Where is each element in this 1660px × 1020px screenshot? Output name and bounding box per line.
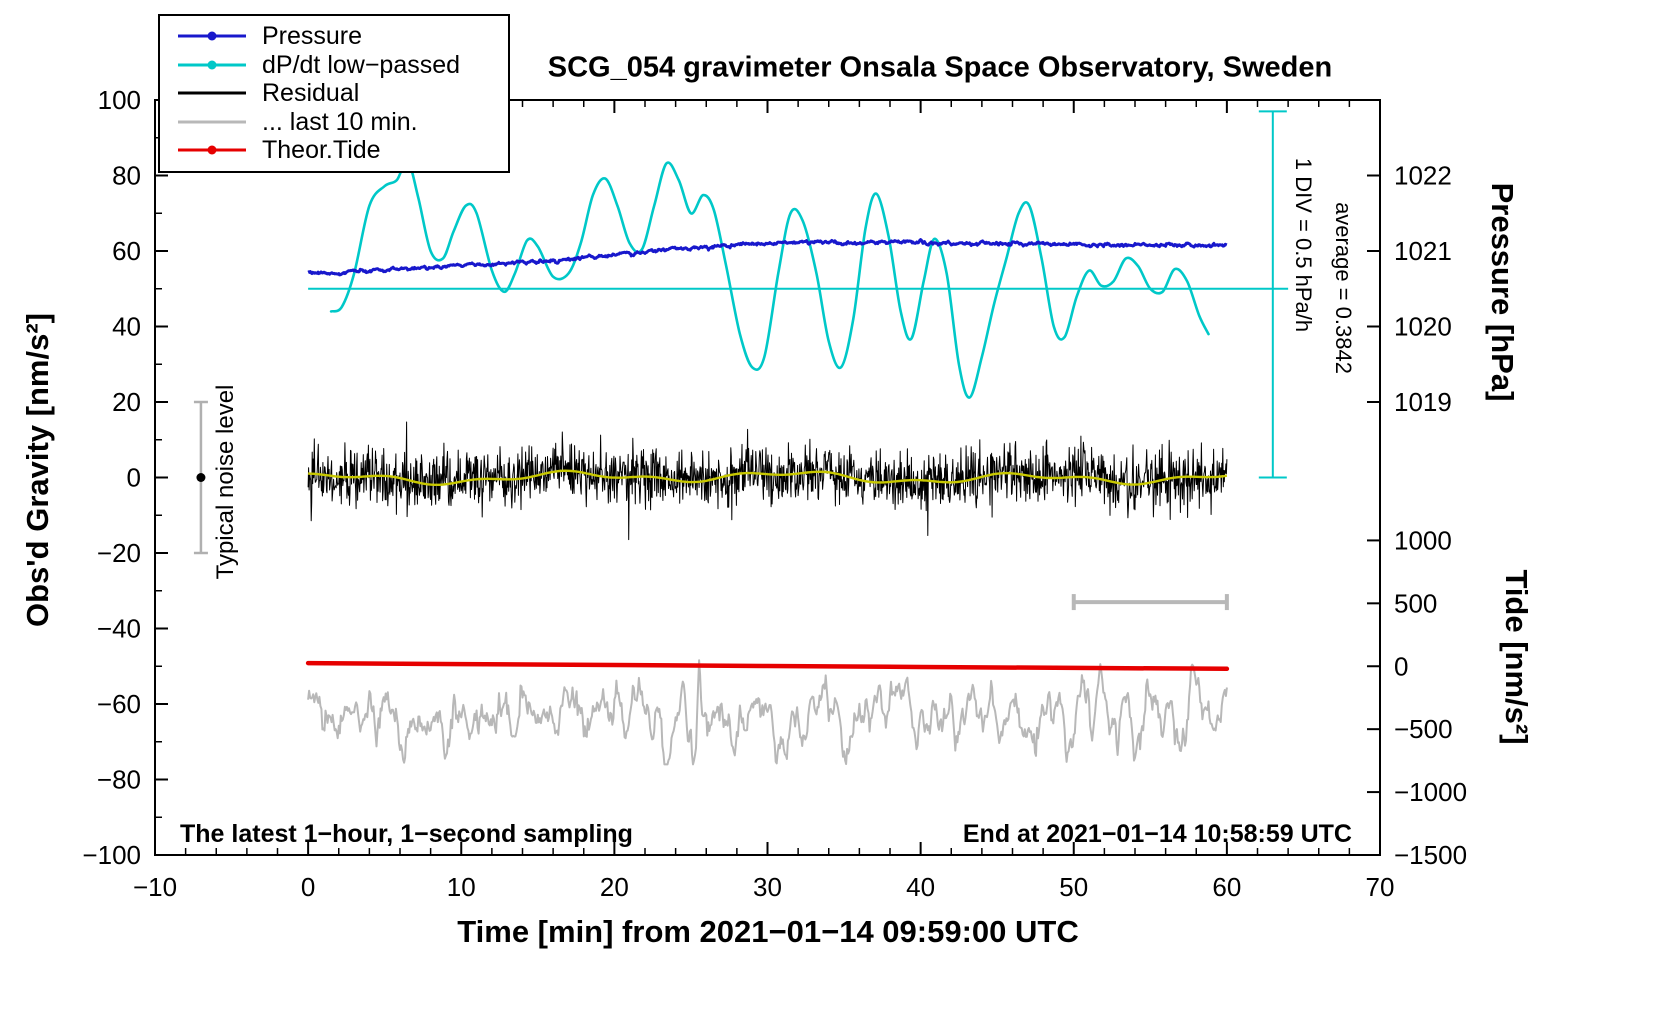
pressure-tick-label: 1019 xyxy=(1394,387,1452,417)
noise-level-dot xyxy=(196,473,206,482)
x-tick-label: 20 xyxy=(600,872,629,902)
div-scale-indicator xyxy=(1258,110,1287,479)
y-tick-label: 0 xyxy=(127,463,141,493)
y-axis-label-pressure: Pressure [hPa] xyxy=(1485,182,1520,402)
pressure-tick-label: 1022 xyxy=(1394,161,1452,191)
residual-line-swatch xyxy=(178,91,246,95)
legend-label: ... last 10 min. xyxy=(262,107,418,136)
ten-min-window-bar xyxy=(1071,594,1229,611)
typical-noise-level-label: Typical noise level xyxy=(212,384,239,580)
y-tick-label: 40 xyxy=(112,312,141,342)
pressure-tick-label: 1020 xyxy=(1394,312,1452,342)
plot-series xyxy=(193,110,1289,766)
legend-label: Theor.Tide xyxy=(262,136,381,165)
x-tick-label: 40 xyxy=(906,872,935,902)
x-tick-label: 60 xyxy=(1212,872,1241,902)
x-tick-label: −10 xyxy=(133,872,177,902)
legend-label: Residual xyxy=(262,79,360,108)
y-axis-label-gravity: Obs'd Gravity [nm/s²] xyxy=(20,313,55,627)
sampling-note: The latest 1−hour, 1−second sampling xyxy=(180,820,633,848)
x-tick-label: 0 xyxy=(301,872,315,902)
legend-item-theortide: Theor.Tide xyxy=(174,136,498,165)
y-tick-label: −100 xyxy=(82,840,141,870)
end-time-note: End at 2021−01−14 10:58:59 UTC xyxy=(962,820,1352,848)
y-tick-label: −80 xyxy=(97,765,141,795)
series-theor-tide xyxy=(305,660,1230,672)
y-tick-label: 60 xyxy=(112,236,141,266)
series-residual xyxy=(307,421,1228,541)
tide-tick-label: −1000 xyxy=(1394,777,1467,807)
x-tick-label: 30 xyxy=(753,872,782,902)
series-dpdt-lowpassed xyxy=(329,158,1210,399)
average-label: average = 0.3842 xyxy=(1331,202,1356,374)
tide-tick-label: −500 xyxy=(1394,714,1453,744)
y-tick-label: −60 xyxy=(97,689,141,719)
typical-noise-errorbar xyxy=(193,400,208,555)
pressure-tick-label: 1021 xyxy=(1394,236,1452,266)
last10min-line-swatch xyxy=(178,120,246,124)
series-last-10-min xyxy=(307,659,1228,766)
chart-title: SCG_054 gravimeter Onsala Space Observat… xyxy=(547,51,1333,84)
legend-item-residual: Residual xyxy=(174,79,498,108)
y-tick-label: 80 xyxy=(112,161,141,191)
x-axis-label: Time [min] from 2021−01−14 09:59:00 UTC xyxy=(457,914,1079,949)
x-tick-label: 50 xyxy=(1059,872,1088,902)
legend: Pressure dP/dt low−passed Residual ... l… xyxy=(158,14,510,173)
pressure-line-swatch xyxy=(178,31,246,41)
y-tick-label: −20 xyxy=(97,538,141,568)
y-tick-label: 20 xyxy=(112,387,141,417)
tide-tick-label: 1000 xyxy=(1394,525,1452,555)
div-scale-label: 1 DIV = 0.5 hPa/h xyxy=(1291,157,1316,333)
legend-item-last10min: ... last 10 min. xyxy=(174,108,498,137)
dpdt-line-swatch xyxy=(178,60,246,70)
tide-tick-label: 500 xyxy=(1394,588,1437,618)
y-tick-label: 100 xyxy=(98,85,141,115)
legend-item-dpdt: dP/dt low−passed xyxy=(174,51,498,80)
x-tick-label: 70 xyxy=(1366,872,1395,902)
x-tick-label: 10 xyxy=(447,872,476,902)
tide-tick-label: 0 xyxy=(1394,651,1408,681)
tide-tick-label: −1500 xyxy=(1394,840,1467,870)
legend-label: dP/dt low−passed xyxy=(262,50,461,79)
y-tick-label: −40 xyxy=(97,614,141,644)
series-pressure xyxy=(307,238,1228,277)
y-axis-label-tide: Tide [nm/s²] xyxy=(1499,569,1534,745)
legend-item-pressure: Pressure xyxy=(174,22,498,51)
theortide-line-swatch xyxy=(178,145,246,155)
plot-frame: −10 0 10 20 30 40 50 60 70−100−80−60−40−20020406… xyxy=(82,85,1467,902)
legend-label: Pressure xyxy=(262,22,363,51)
series-residual-lowpassed xyxy=(308,469,1228,486)
